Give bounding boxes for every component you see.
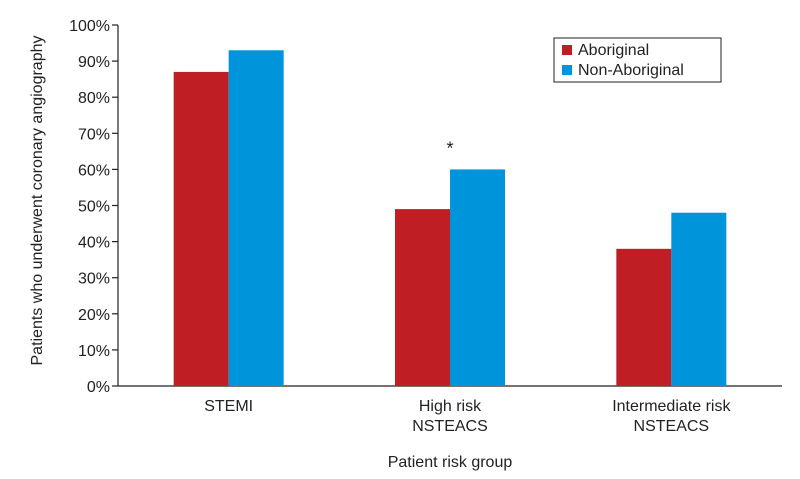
y-tick-label: 90% — [78, 54, 110, 71]
x-axis-title: Patient risk group — [388, 454, 513, 471]
legend-swatch — [562, 45, 572, 55]
legend-label: Non-Aboriginal — [578, 62, 684, 79]
legend-swatch — [562, 65, 572, 75]
y-tick-label: 30% — [78, 271, 110, 288]
y-tick-label: 100% — [69, 18, 110, 35]
y-axis-ticks: 0% 10% 20% 30% 40% 50% 60% 70% 80% 90% 100% — [69, 18, 118, 396]
bars-group — [173, 50, 727, 387]
bar-non-aboriginal-0 — [228, 50, 284, 387]
bar-aboriginal-2 — [616, 248, 672, 386]
y-tick-label: 40% — [78, 235, 110, 252]
x-category-label: Intermediate risk NSTEACS — [612, 398, 731, 435]
y-axis-title: Patients who underwent coronary angiogra… — [29, 36, 46, 366]
legend-label: Aboriginal — [578, 42, 649, 59]
y-tick-label: 0% — [87, 379, 110, 396]
y-tick-label: 20% — [78, 307, 110, 324]
y-tick-label: 50% — [78, 199, 110, 216]
x-category-label: High risk NSTEACS — [412, 398, 488, 435]
bar-non-aboriginal-2 — [671, 212, 727, 386]
legend-box — [553, 37, 722, 83]
y-tick-label: 70% — [78, 126, 110, 143]
y-tick-label: 80% — [78, 90, 110, 107]
bar-aboriginal-0 — [173, 71, 229, 387]
x-category-label: STEMI — [204, 398, 253, 415]
legend: Aboriginal Non-Aboriginal — [553, 37, 722, 83]
x-category-labels: STEMI High risk NSTEACS Intermediate risk NS… — [204, 398, 731, 435]
y-tick-label: 60% — [78, 162, 110, 179]
y-tick-label: 10% — [78, 343, 110, 360]
annotations: * — [446, 138, 453, 158]
bar-aboriginal-1 — [395, 209, 450, 386]
bar-non-aboriginal-1 — [450, 169, 505, 386]
significance-asterisk: * — [446, 138, 453, 158]
